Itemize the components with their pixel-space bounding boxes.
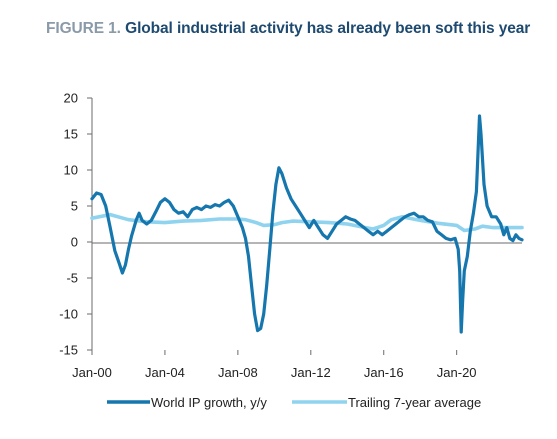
x-tick-label: Jan-00 xyxy=(72,365,112,380)
x-tick-label: Jan-08 xyxy=(218,365,258,380)
chart-axes: 20 15 10 5 0 -5 -10 -15 Jan-00 Jan-04 Jan-08 Jan-12… xyxy=(59,91,522,380)
y-tick-label: -15 xyxy=(59,343,78,358)
x-tick-label: Jan-20 xyxy=(437,365,477,380)
y-tick-label: 10 xyxy=(64,163,78,178)
y-tick-label: 5 xyxy=(71,199,78,214)
chart-series-layer xyxy=(90,114,524,334)
legend-trailing-average-label: Trailing 7-year average xyxy=(348,395,481,410)
y-tick-label: -5 xyxy=(66,271,78,286)
figure-title-text: Global industrial activity has already b… xyxy=(125,20,531,37)
series-line-world-ip-growth xyxy=(90,114,524,334)
y-tick-label: 20 xyxy=(64,91,78,106)
x-tick-label: Jan-12 xyxy=(291,365,331,380)
chart-legend: World IP growth, y/y Trailing 7-year aver… xyxy=(107,395,481,410)
y-tick-label: 15 xyxy=(64,127,78,142)
y-tick-label: -10 xyxy=(59,307,78,322)
legend-world-ip-label: World IP growth, y/y xyxy=(151,395,267,410)
figure-title: FIGURE 1. Global industrial activity has… xyxy=(46,20,530,38)
figure-number: FIGURE 1. xyxy=(46,20,121,37)
x-tick-label: Jan-04 xyxy=(145,365,185,380)
x-tick-label: Jan-16 xyxy=(364,365,404,380)
y-tick-label: 0 xyxy=(71,235,78,250)
